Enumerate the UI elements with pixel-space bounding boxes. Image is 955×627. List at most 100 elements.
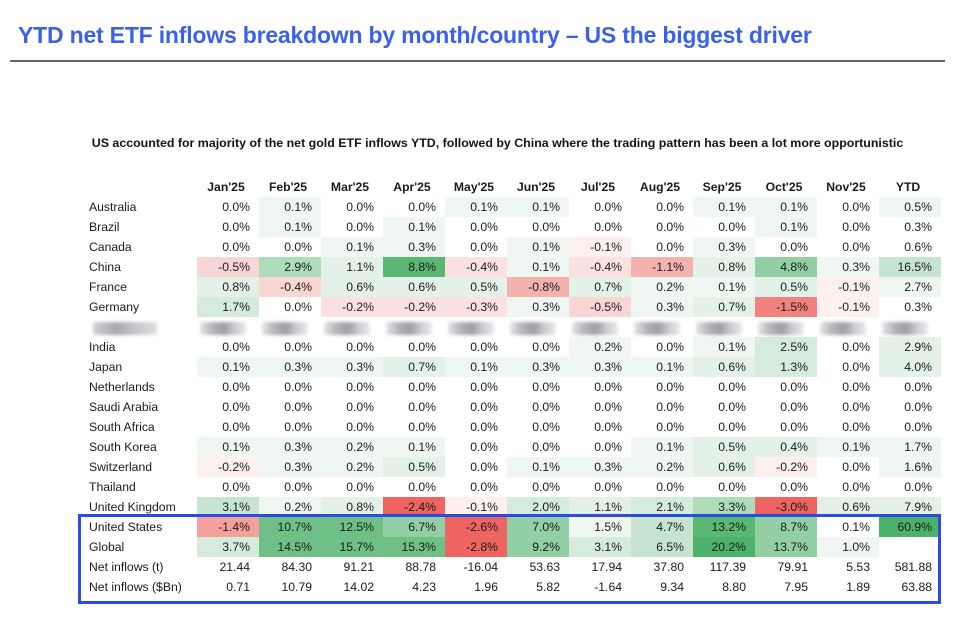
value-cell: 0.0% <box>284 240 312 254</box>
value-cell: 0.1% <box>817 437 879 457</box>
value-cell: 3.3% <box>693 497 755 517</box>
value-cell: 0.0% <box>656 340 684 354</box>
table-header: Jan'25 Feb'25 Mar'25 Apr'25 May'25 Jun'25 Jul'… <box>85 177 941 197</box>
value-cell: 9.34 <box>660 580 684 594</box>
header-row: Jan'25 Feb'25 Mar'25 Apr'25 May'25 Jun'25 Jul'… <box>85 177 941 197</box>
column-header: YTD <box>895 180 921 194</box>
value-cell: 0.0% <box>408 200 436 214</box>
value-cell: 10.7% <box>259 517 321 537</box>
value-cell: 8.7% <box>755 517 817 537</box>
value-cell: 0.0% <box>222 380 250 394</box>
value-cell: 0.0% <box>718 220 746 234</box>
value-cell: 0.0% <box>842 240 870 254</box>
value-cell: 2.7% <box>879 277 941 297</box>
value-cell: 0.5% <box>445 277 507 297</box>
value-cell: -0.3% <box>445 297 507 317</box>
value-cell: 0.0% <box>470 380 498 394</box>
value-cell: -2.6% <box>445 517 507 537</box>
value-cell: 15.7% <box>321 537 383 557</box>
row-label: Global <box>89 540 125 554</box>
value-cell: -2.4% <box>383 497 445 517</box>
value-cell: 0.0% <box>222 400 250 414</box>
value-cell: 4.7% <box>631 517 693 537</box>
value-cell: 0.2% <box>631 457 693 477</box>
value-cell: 0.0% <box>656 400 684 414</box>
value-cell: 2.1% <box>631 497 693 517</box>
value-cell: 13.2% <box>693 517 755 537</box>
value-cell: 0.0% <box>408 400 436 414</box>
value-cell: 0.7% <box>383 357 445 377</box>
value-cell: 2.9% <box>259 257 321 277</box>
value-cell: 91.21 <box>343 560 375 574</box>
value-cell: 0.3% <box>259 457 321 477</box>
value-cell: 0.0% <box>222 220 250 234</box>
value-cell: 0.0% <box>656 420 684 434</box>
value-cell: 79.91 <box>777 560 809 574</box>
redaction-smudge <box>93 322 157 335</box>
value-cell: 0.0% <box>470 400 498 414</box>
value-cell: 0.8% <box>197 277 259 297</box>
value-cell: 0.6% <box>817 497 879 517</box>
value-cell: -0.4% <box>445 257 507 277</box>
value-cell: 0.0% <box>470 340 498 354</box>
value-cell: 15.3% <box>383 537 445 557</box>
table-row: Switzerland -0.2% 0.3% 0.2% 0.5% 0.0% 0.1% 0.3%… <box>85 457 941 477</box>
value-cell: 0.3% <box>693 237 755 257</box>
value-cell: 0.0% <box>532 220 560 234</box>
value-cell <box>445 317 507 337</box>
value-cell: 0.0% <box>284 300 312 314</box>
column-header: Jul'25 <box>580 180 616 194</box>
row-label: Net inflows (t) <box>89 560 164 574</box>
value-cell <box>693 317 755 337</box>
value-cell: 0.2% <box>631 277 693 297</box>
row-label: Netherlands <box>89 380 155 394</box>
value-cell: -0.4% <box>569 257 631 277</box>
value-cell: 0.3% <box>321 357 383 377</box>
value-cell: 1.1% <box>569 497 631 517</box>
value-cell: 0.0% <box>842 460 870 474</box>
value-cell: -1.1% <box>631 257 693 277</box>
value-cell: 0.3% <box>259 357 321 377</box>
value-cell: 4.8% <box>755 257 817 277</box>
value-cell: 0.6% <box>383 277 445 297</box>
value-cell: 4.23 <box>412 580 436 594</box>
table-row: Thailand 0.0% 0.0% 0.0% 0.0% 0.0% 0.0% 0.0% 0.0%… <box>85 477 941 497</box>
row-label: Germany <box>89 300 140 314</box>
value-cell: 0.0% <box>346 220 374 234</box>
value-cell: 3.1% <box>197 497 259 517</box>
value-cell: 1.6% <box>879 457 941 477</box>
value-cell: -0.8% <box>507 277 569 297</box>
value-cell: 0.0% <box>470 480 498 494</box>
value-cell: -0.4% <box>259 277 321 297</box>
value-cell: 0.1% <box>693 277 755 297</box>
row-label: South Korea <box>89 440 157 454</box>
value-cell: 0.4% <box>755 437 817 457</box>
value-cell: 0.0% <box>284 420 312 434</box>
value-cell: 0.0% <box>594 400 622 414</box>
value-cell: 0.7% <box>693 297 755 317</box>
value-cell: 0.0% <box>408 480 436 494</box>
row-label: India <box>89 340 116 354</box>
value-cell: -0.1% <box>569 237 631 257</box>
value-cell: 1.89 <box>846 580 870 594</box>
value-cell: 6.7% <box>383 517 445 537</box>
value-cell: 1.1% <box>321 257 383 277</box>
value-cell: 0.1% <box>755 217 817 237</box>
column-header: Mar'25 <box>330 180 370 194</box>
value-cell: 0.0% <box>594 420 622 434</box>
table-row: Germany 1.7% 0.0% -0.2% -0.2% -0.3% 0.3% -0.5% 0… <box>85 297 941 317</box>
column-header: Nov'25 <box>826 180 866 194</box>
value-cell: 0.1% <box>197 437 259 457</box>
value-cell: 13.7% <box>755 537 817 557</box>
value-cell: 0.5% <box>693 437 755 457</box>
value-cell: 0.0% <box>842 340 870 354</box>
value-cell <box>321 317 383 337</box>
value-cell: 10.79 <box>281 580 313 594</box>
row-label: Switzerland <box>89 460 152 474</box>
value-cell: 0.0% <box>532 340 560 354</box>
value-cell: 0.6% <box>904 240 932 254</box>
value-cell: 1.7% <box>197 297 259 317</box>
value-cell: 0.0% <box>904 400 932 414</box>
value-cell: 5.53 <box>846 560 870 574</box>
